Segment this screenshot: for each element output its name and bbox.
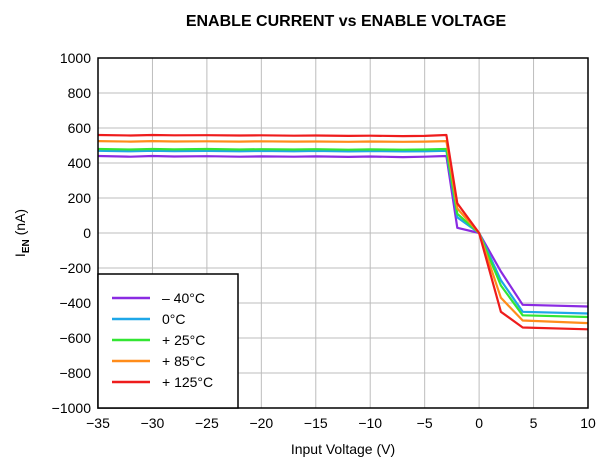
y-tick-label: 400: [68, 155, 92, 171]
y-tick-label: −400: [59, 295, 91, 311]
y-axis-label-sub: EN: [21, 239, 32, 253]
series-line-4: [97, 133, 589, 331]
legend-item: + 125°C: [112, 374, 213, 390]
x-tick-label: −5: [417, 415, 433, 431]
legend-item: + 25°C: [112, 332, 205, 348]
y-tick-label: 1000: [60, 50, 91, 66]
legend-label: + 85°C: [162, 353, 205, 369]
x-tick-label: 10: [580, 415, 596, 431]
y-axis-label-main: I: [12, 253, 28, 257]
x-tick-label: −15: [304, 415, 328, 431]
legend-label: + 25°C: [162, 332, 205, 348]
legend-label: + 125°C: [162, 374, 213, 390]
x-axis-label: Input Voltage (V): [291, 441, 395, 457]
plot-frame: [97, 57, 589, 409]
y-tick-label: −200: [59, 260, 91, 276]
y-axis-label: IEN (nA): [12, 209, 32, 257]
x-tick-label: 0: [475, 415, 483, 431]
legend: – 40°C 0°C + 25°C + 85°C + 125°C: [97, 273, 239, 409]
legend-label: 0°C: [162, 311, 186, 327]
y-tick-label: 0: [83, 225, 91, 241]
x-tick-labels: −35 −30 −25 −20 −15 −10 −5 0 5 10: [86, 415, 596, 431]
y-tick-label: 600: [68, 120, 92, 136]
y-tick-label: 800: [68, 85, 92, 101]
series-layer: [97, 133, 589, 331]
x-tick-label: 5: [530, 415, 538, 431]
y-tick-label: 200: [68, 190, 92, 206]
y-axis-label-rest: (nA): [12, 209, 28, 239]
legend-label: – 40°C: [162, 290, 205, 306]
y-tick-labels: −1000 −800 −600 −400 −200 0 200 400 600 800 1000: [52, 50, 92, 416]
x-tick-label: −25: [195, 415, 219, 431]
legend-item: + 85°C: [112, 353, 205, 369]
x-tick-label: −20: [249, 415, 273, 431]
y-tick-label: −800: [59, 365, 91, 381]
y-tick-label: −600: [59, 330, 91, 346]
x-tick-label: −10: [358, 415, 382, 431]
chart-title: ENABLE CURRENT vs ENABLE VOLTAGE: [186, 13, 507, 30]
x-tick-label: −35: [86, 415, 110, 431]
legend-items: – 40°C 0°C + 25°C + 85°C + 125°C: [112, 290, 213, 390]
legend-item: – 40°C: [112, 290, 205, 306]
y-tick-label: −1000: [52, 400, 92, 416]
x-tick-label: −30: [141, 415, 165, 431]
legend-item: 0°C: [112, 311, 186, 327]
